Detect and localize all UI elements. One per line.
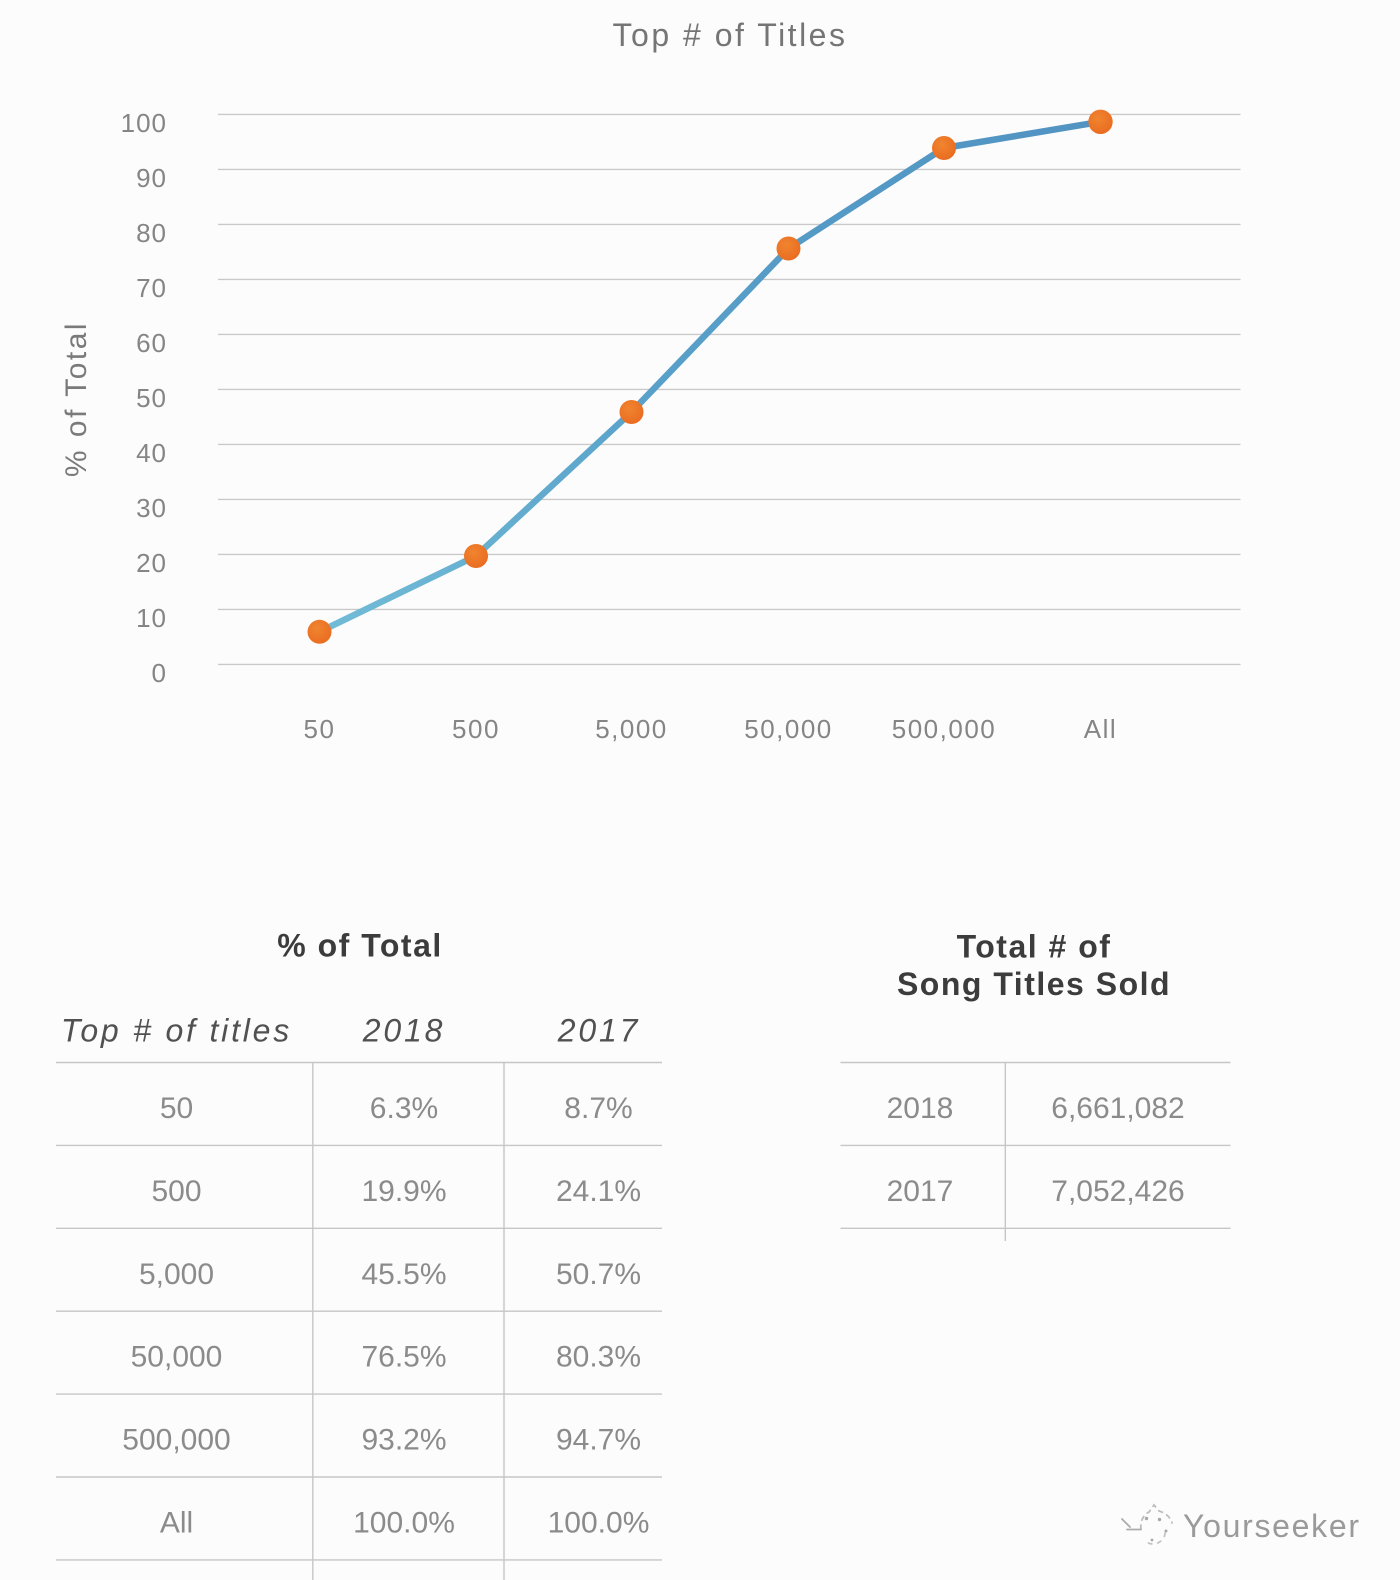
svg-text:100.0%: 100.0%	[353, 1507, 455, 1540]
svg-text:50: 50	[136, 383, 167, 413]
svg-text:2017: 2017	[557, 1013, 640, 1049]
svg-text:100.0%: 100.0%	[548, 1507, 650, 1540]
svg-text:500,000: 500,000	[892, 714, 996, 744]
svg-text:30: 30	[136, 493, 167, 523]
svg-text:10: 10	[136, 603, 167, 633]
svg-text:6.3%: 6.3%	[370, 1092, 438, 1125]
svg-text:70: 70	[136, 273, 167, 303]
svg-text:20: 20	[136, 548, 167, 578]
svg-text:2018: 2018	[887, 1092, 954, 1125]
svg-text:5,000: 5,000	[139, 1258, 214, 1291]
svg-text:0: 0	[152, 658, 167, 688]
svg-text:500: 500	[452, 714, 500, 744]
svg-text:Top # of titles: Top # of titles	[61, 1013, 292, 1049]
svg-text:500: 500	[151, 1175, 201, 1208]
svg-text:45.5%: 45.5%	[361, 1258, 446, 1291]
svg-text:5,000: 5,000	[595, 714, 668, 744]
svg-text:500,000: 500,000	[122, 1424, 230, 1457]
svg-text:93.2%: 93.2%	[361, 1424, 446, 1457]
svg-text:24.1%: 24.1%	[556, 1175, 641, 1208]
svg-text:All: All	[1084, 714, 1117, 744]
svg-text:19.9%: 19.9%	[361, 1175, 446, 1208]
svg-text:50,000: 50,000	[131, 1341, 223, 1374]
svg-text:Total # of: Total # of	[957, 929, 1112, 965]
svg-text:76.5%: 76.5%	[361, 1341, 446, 1374]
svg-text:100: 100	[121, 108, 167, 138]
svg-text:50.7%: 50.7%	[556, 1258, 641, 1291]
svg-text:% of Total: % of Total	[277, 928, 443, 964]
svg-text:8.7%: 8.7%	[564, 1092, 632, 1125]
svg-text:% of Total: % of Total	[60, 321, 93, 477]
svg-text:90: 90	[136, 163, 167, 193]
svg-text:Yourseeker: Yourseeker	[1183, 1508, 1361, 1544]
svg-text:50,000: 50,000	[744, 714, 833, 744]
svg-text:80: 80	[136, 218, 167, 248]
svg-text:60: 60	[136, 328, 167, 358]
svg-text:6,661,082: 6,661,082	[1051, 1092, 1184, 1125]
svg-text:2018: 2018	[362, 1013, 445, 1049]
svg-text:50: 50	[304, 714, 336, 744]
svg-text:40: 40	[136, 438, 167, 468]
svg-text:Top # of Titles: Top # of Titles	[613, 17, 848, 53]
svg-text:50: 50	[160, 1092, 193, 1125]
svg-text:Song Titles Sold: Song Titles Sold	[897, 966, 1171, 1002]
svg-text:2017: 2017	[887, 1175, 954, 1208]
svg-text:80.3%: 80.3%	[556, 1341, 641, 1374]
svg-text:All: All	[160, 1507, 193, 1540]
svg-text:7,052,426: 7,052,426	[1051, 1175, 1184, 1208]
svg-text:94.7%: 94.7%	[556, 1424, 641, 1457]
